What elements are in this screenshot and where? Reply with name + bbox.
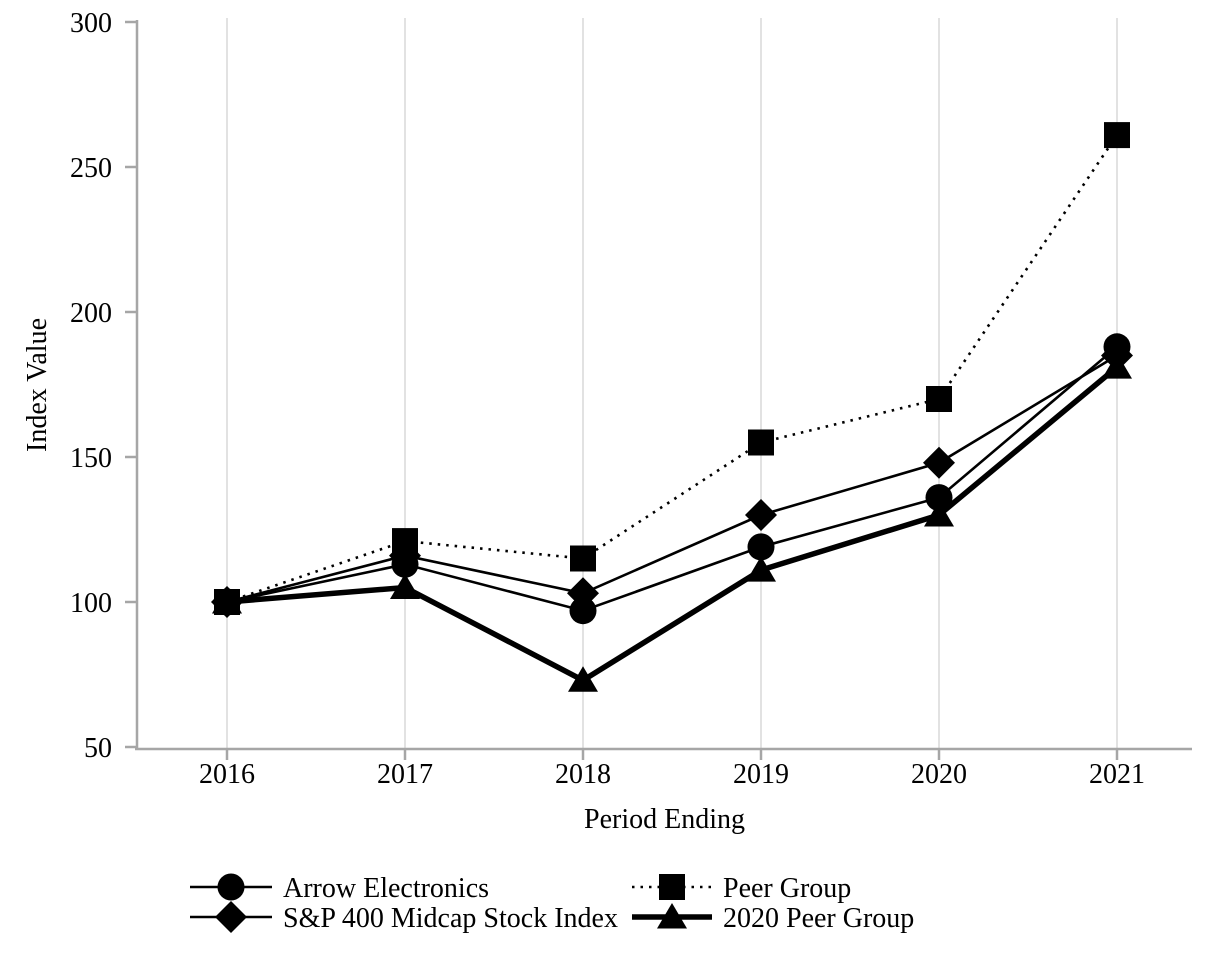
- y-tick-label-200: 200: [70, 298, 112, 329]
- legend-label: 2020 Peer Group: [723, 903, 914, 934]
- x-tick-label-2017: 2017: [377, 759, 433, 790]
- x-tick-label-2020: 2020: [911, 759, 967, 790]
- y-tick-label-300: 300: [70, 8, 112, 39]
- y-tick-label-50: 50: [84, 733, 112, 764]
- data-point-marker: [747, 533, 775, 561]
- data-point-marker: [568, 666, 598, 692]
- legend-entry: Peer Group: [632, 873, 851, 904]
- legend-marker-square: [659, 874, 685, 900]
- legend-label: Peer Group: [723, 873, 851, 904]
- x-tick-label-2019: 2019: [733, 759, 789, 790]
- legend-entry: Arrow Electronics: [190, 873, 489, 904]
- legend-label: S&P 400 Midcap Stock Index: [283, 903, 618, 934]
- data-point-marker: [569, 597, 597, 625]
- series-circle: [213, 333, 1131, 625]
- data-point-marker: [1103, 333, 1131, 361]
- series-line: [226, 134, 1119, 604]
- legend-label: Arrow Electronics: [283, 873, 489, 904]
- data-point-marker: [924, 501, 954, 527]
- data-point-marker: [748, 429, 774, 456]
- data-point-marker: [926, 386, 952, 412]
- x-tick-label-2021: 2021: [1089, 759, 1145, 790]
- data-point-marker: [390, 573, 420, 599]
- data-point-marker: [1104, 122, 1130, 149]
- data-point-marker: [1102, 353, 1132, 379]
- y-axis-title: Index Value: [22, 318, 53, 452]
- data-point-marker: [746, 556, 776, 582]
- y-tick-label-250: 250: [70, 153, 112, 184]
- data-point-marker: [925, 484, 953, 512]
- data-point-marker: [745, 499, 777, 531]
- legend-marker-diamond: [215, 901, 247, 933]
- series-line: [226, 364, 1119, 684]
- legend-entry: S&P 400 Midcap Stock Index: [190, 901, 618, 934]
- y-tick-label-150: 150: [70, 443, 112, 474]
- x-tick-label-2018: 2018: [555, 759, 611, 790]
- legend-entry: 2020 Peer Group: [632, 903, 914, 934]
- series-line: [226, 345, 1118, 613]
- data-point-marker: [212, 588, 242, 614]
- series-square: [214, 122, 1130, 615]
- y-tick-label-100: 100: [70, 588, 112, 619]
- data-point-marker: [570, 545, 596, 572]
- x-tick-label-2016: 2016: [199, 759, 255, 790]
- legend-marker-circle: [217, 873, 245, 901]
- data-point-marker: [391, 550, 419, 578]
- series-triangle: [212, 353, 1132, 692]
- data-point-marker: [923, 446, 955, 479]
- series-line: [226, 354, 1118, 604]
- legend-marker-triangle: [657, 903, 687, 929]
- x-axis-title: Period Ending: [584, 804, 745, 835]
